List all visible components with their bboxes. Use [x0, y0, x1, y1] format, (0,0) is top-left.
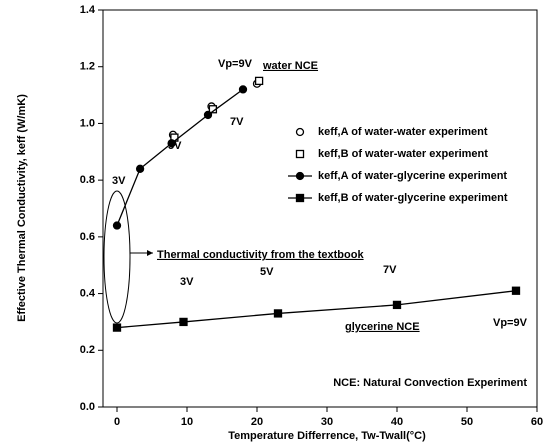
- annotation: 3V: [112, 175, 126, 187]
- x-tick-label: 30: [321, 416, 333, 428]
- line: [116, 290, 517, 329]
- ellipse: [103, 190, 131, 324]
- point: [295, 193, 305, 203]
- y-tick-label: 1.2: [80, 61, 95, 73]
- x-axis-label: Temperature Differrence, Tw-Twall(°C): [228, 430, 426, 442]
- annotation: Thermal conductivity from the textbook: [157, 249, 364, 261]
- y-tick-label: 0.0: [80, 401, 95, 413]
- point: [511, 286, 521, 295]
- x-tick-label: 20: [251, 416, 263, 428]
- y-tick-label: 0.2: [80, 344, 95, 356]
- y-tick-label: 0.4: [80, 287, 96, 299]
- point: [295, 171, 305, 181]
- annotation: NCE: Natural Convection Experiment: [333, 377, 527, 389]
- point: [295, 127, 305, 137]
- point: [112, 221, 122, 230]
- x-tick-label: 40: [391, 416, 403, 428]
- annotation: Vp=9V: [493, 317, 528, 329]
- x-tick-label: 10: [181, 416, 193, 428]
- legend-label: keff,B of water-water experiment: [318, 148, 488, 160]
- legend-label: keff,B of water-glycerine experiment: [318, 192, 508, 204]
- x-tick-label: 0: [114, 416, 120, 428]
- legend-label: keff,A of water-glycerine experiment: [318, 170, 507, 182]
- point: [179, 317, 188, 327]
- y-tick-label: 0.8: [80, 174, 95, 186]
- x-tick-label: 60: [531, 416, 543, 428]
- y-tick-label: 1.0: [80, 117, 95, 129]
- annotation: 3V: [180, 276, 194, 288]
- point: [135, 164, 145, 173]
- annotation: glycerine NCE: [345, 321, 420, 333]
- y-tick-label: 1.4: [80, 4, 96, 16]
- point: [295, 149, 305, 159]
- annotation: 5V: [260, 266, 274, 278]
- point: [392, 300, 402, 310]
- annotation: 7V: [230, 116, 244, 128]
- x-tick-label: 50: [461, 416, 473, 428]
- point: [167, 139, 176, 148]
- annotation: water NCE: [262, 60, 318, 72]
- point: [273, 309, 283, 318]
- annotation: 7V: [383, 264, 397, 276]
- point: [238, 85, 248, 94]
- point: [203, 110, 213, 120]
- line: [116, 88, 244, 226]
- point: [254, 76, 264, 86]
- arrow-head: [147, 250, 153, 256]
- y-axis-label: Effective Thermal Conductivity, keff (W/…: [16, 94, 28, 322]
- annotation: Vp=9V: [218, 58, 253, 70]
- legend-label: keff,A of water-water experiment: [318, 126, 488, 138]
- plot-frame: [102, 9, 538, 408]
- point: [112, 323, 122, 332]
- y-tick-label: 0.6: [80, 231, 95, 243]
